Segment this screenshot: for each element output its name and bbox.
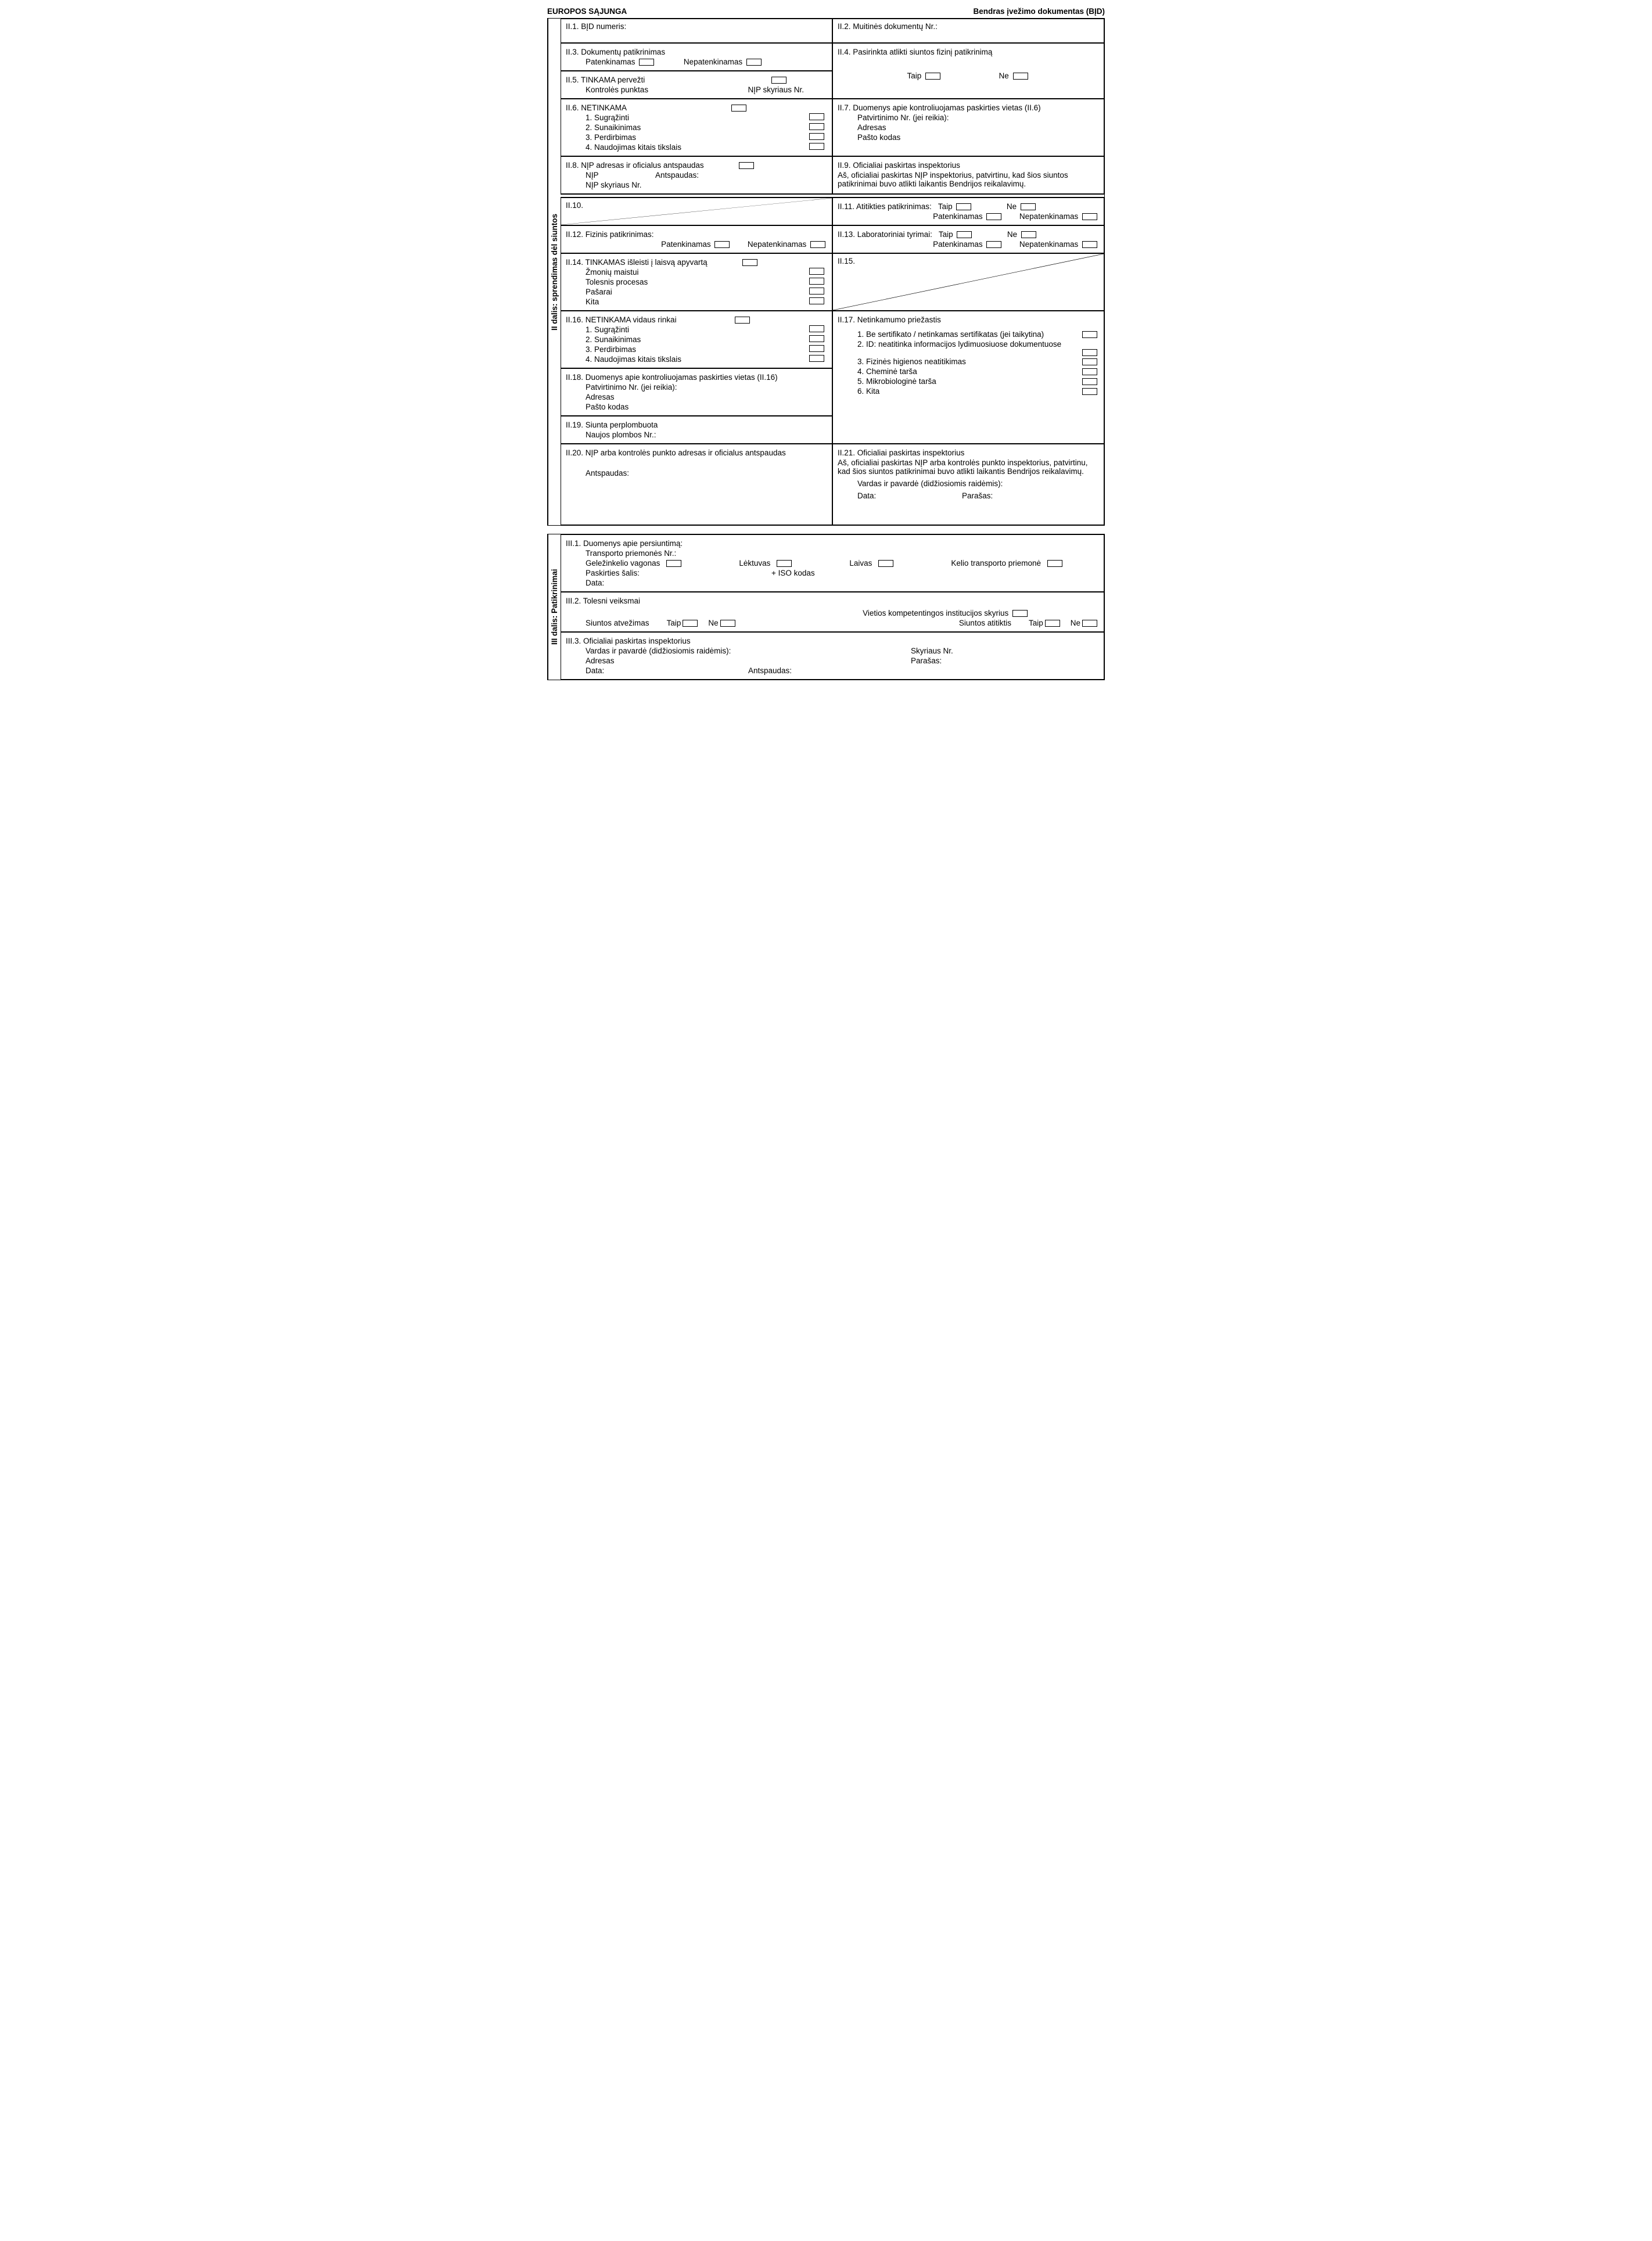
chk-III1-ship[interactable] (878, 560, 893, 567)
chk-II8[interactable] (739, 162, 754, 169)
chk-II17-4[interactable] (1082, 368, 1097, 375)
chk-II14[interactable] (742, 259, 757, 266)
box-II20: II.20. NĮP arba kontrolės punkto adresas… (561, 444, 832, 525)
box-II6: II.6. NETINKAMA 1. Sugrąžinti 2. Sunaiki… (561, 99, 832, 156)
chk-II16-3[interactable] (809, 345, 824, 352)
box-II12: II.12. Fizinis patikrinimas: Patenkinama… (561, 225, 832, 253)
chk-III1-road[interactable] (1047, 560, 1062, 567)
box-III3: III.3. Oficialiai paskirtas inspektorius… (561, 632, 1104, 680)
box-II5: II.5. TINKAMA pervežti Kontrolės punktas… (561, 71, 832, 99)
box-II8: II.8. NĮP adresas ir oficialus antspauda… (561, 156, 832, 194)
chk-II14-1[interactable] (809, 268, 824, 275)
chk-II4-no[interactable] (1013, 73, 1028, 80)
chk-II14-2[interactable] (809, 278, 824, 285)
chk-II13-yes[interactable] (957, 231, 972, 238)
part2-label: II dalis: sprendimas dėl siuntos (548, 19, 561, 525)
chk-II12-ok[interactable] (714, 241, 730, 248)
box-II15: II.15. (832, 253, 1104, 311)
box-II2: II.2. Muitinės dokumentų Nr.: (832, 19, 1104, 43)
chk-II17-5[interactable] (1082, 378, 1097, 385)
chk-II11-ok[interactable] (986, 213, 1001, 220)
chk-II16-4[interactable] (809, 355, 824, 362)
chk-III2-auth[interactable] (1012, 610, 1028, 617)
chk-II17-1[interactable] (1082, 331, 1097, 338)
chk-II6-1[interactable] (809, 113, 824, 120)
chk-II17-6[interactable] (1082, 388, 1097, 395)
box-II16: II.16. NETINKAMA vidaus rinkai 1. Sugrąž… (561, 311, 832, 368)
box-II4: II.4. Pasirinkta atlikti siuntos fizinį … (832, 43, 1104, 99)
chk-III2-conf-yes[interactable] (1045, 620, 1060, 627)
chk-II16-1[interactable] (809, 325, 824, 332)
chk-III1-plane[interactable] (777, 560, 792, 567)
box-II14: II.14. TINKAMAS išleisti į laisvą apyvar… (561, 253, 832, 311)
chk-II11-nok[interactable] (1082, 213, 1097, 220)
chk-II6-4[interactable] (809, 143, 824, 150)
chk-II11-yes[interactable] (956, 203, 971, 210)
box-III2: III.2. Tolesni veiksmai Vietios kompeten… (561, 592, 1104, 632)
part3-container: III dalis: Patikrinimai III.1. Duomenys … (547, 534, 1105, 680)
box-II1: II.1. BĮD numeris: (561, 19, 832, 43)
chk-II4-yes[interactable] (925, 73, 940, 80)
chk-II3-no[interactable] (746, 59, 762, 66)
chk-II6-3[interactable] (809, 133, 824, 140)
chk-II17-2[interactable] (1082, 349, 1097, 356)
box-II21: II.21. Oficialiai paskirtas inspektorius… (832, 444, 1104, 525)
box-II19: II.19. Siunta perplombuota Naujos plombo… (561, 416, 832, 444)
chk-III2-conf-no[interactable] (1082, 620, 1097, 627)
chk-II14-3[interactable] (809, 288, 824, 295)
box-II18: II.18. Duomenys apie kontroliuojamas pas… (561, 368, 832, 416)
header-left: EUROPOS SĄJUNGA (547, 7, 627, 16)
chk-II11-no[interactable] (1021, 203, 1036, 210)
header-right: Bendras įvežimo dokumentas (BĮD) (973, 7, 1105, 16)
box-II9: II.9. Oficialiai paskirtas inspektorius … (832, 156, 1104, 194)
chk-II16[interactable] (735, 317, 750, 324)
chk-II13-ok[interactable] (986, 241, 1001, 248)
box-II10: II.10. (561, 197, 832, 225)
chk-II12-nok[interactable] (810, 241, 825, 248)
chk-II16-2[interactable] (809, 335, 824, 342)
chk-II6[interactable] (731, 105, 746, 112)
part2-container: II dalis: sprendimas dėl siuntos II.1. B… (547, 18, 1105, 526)
chk-II13-nok[interactable] (1082, 241, 1097, 248)
chk-III2-arr-yes[interactable] (683, 620, 698, 627)
part3-label: III dalis: Patikrinimai (548, 534, 561, 680)
box-III1: III.1. Duomenys apie persiuntimą: Transp… (561, 534, 1104, 592)
chk-II14-4[interactable] (809, 297, 824, 304)
chk-III2-arr-no[interactable] (720, 620, 735, 627)
chk-II6-2[interactable] (809, 123, 824, 130)
box-II17: II.17. Netinkamumo priežastis 1. Be sert… (832, 311, 1104, 444)
chk-II17-3[interactable] (1082, 358, 1097, 365)
box-II11: II.11. Atitikties patikrinimas: Taip Ne … (832, 197, 1104, 225)
chk-II13-no[interactable] (1021, 231, 1036, 238)
chk-II5[interactable] (771, 77, 787, 84)
box-II13: II.13. Laboratoriniai tyrimai: Taip Ne P… (832, 225, 1104, 253)
chk-II3-ok[interactable] (639, 59, 654, 66)
chk-III1-rail[interactable] (666, 560, 681, 567)
box-II7: II.7. Duomenys apie kontroliuojamas pask… (832, 99, 1104, 156)
box-II3: II.3. Dokumentų patikrinimas Patenkinama… (561, 43, 832, 71)
